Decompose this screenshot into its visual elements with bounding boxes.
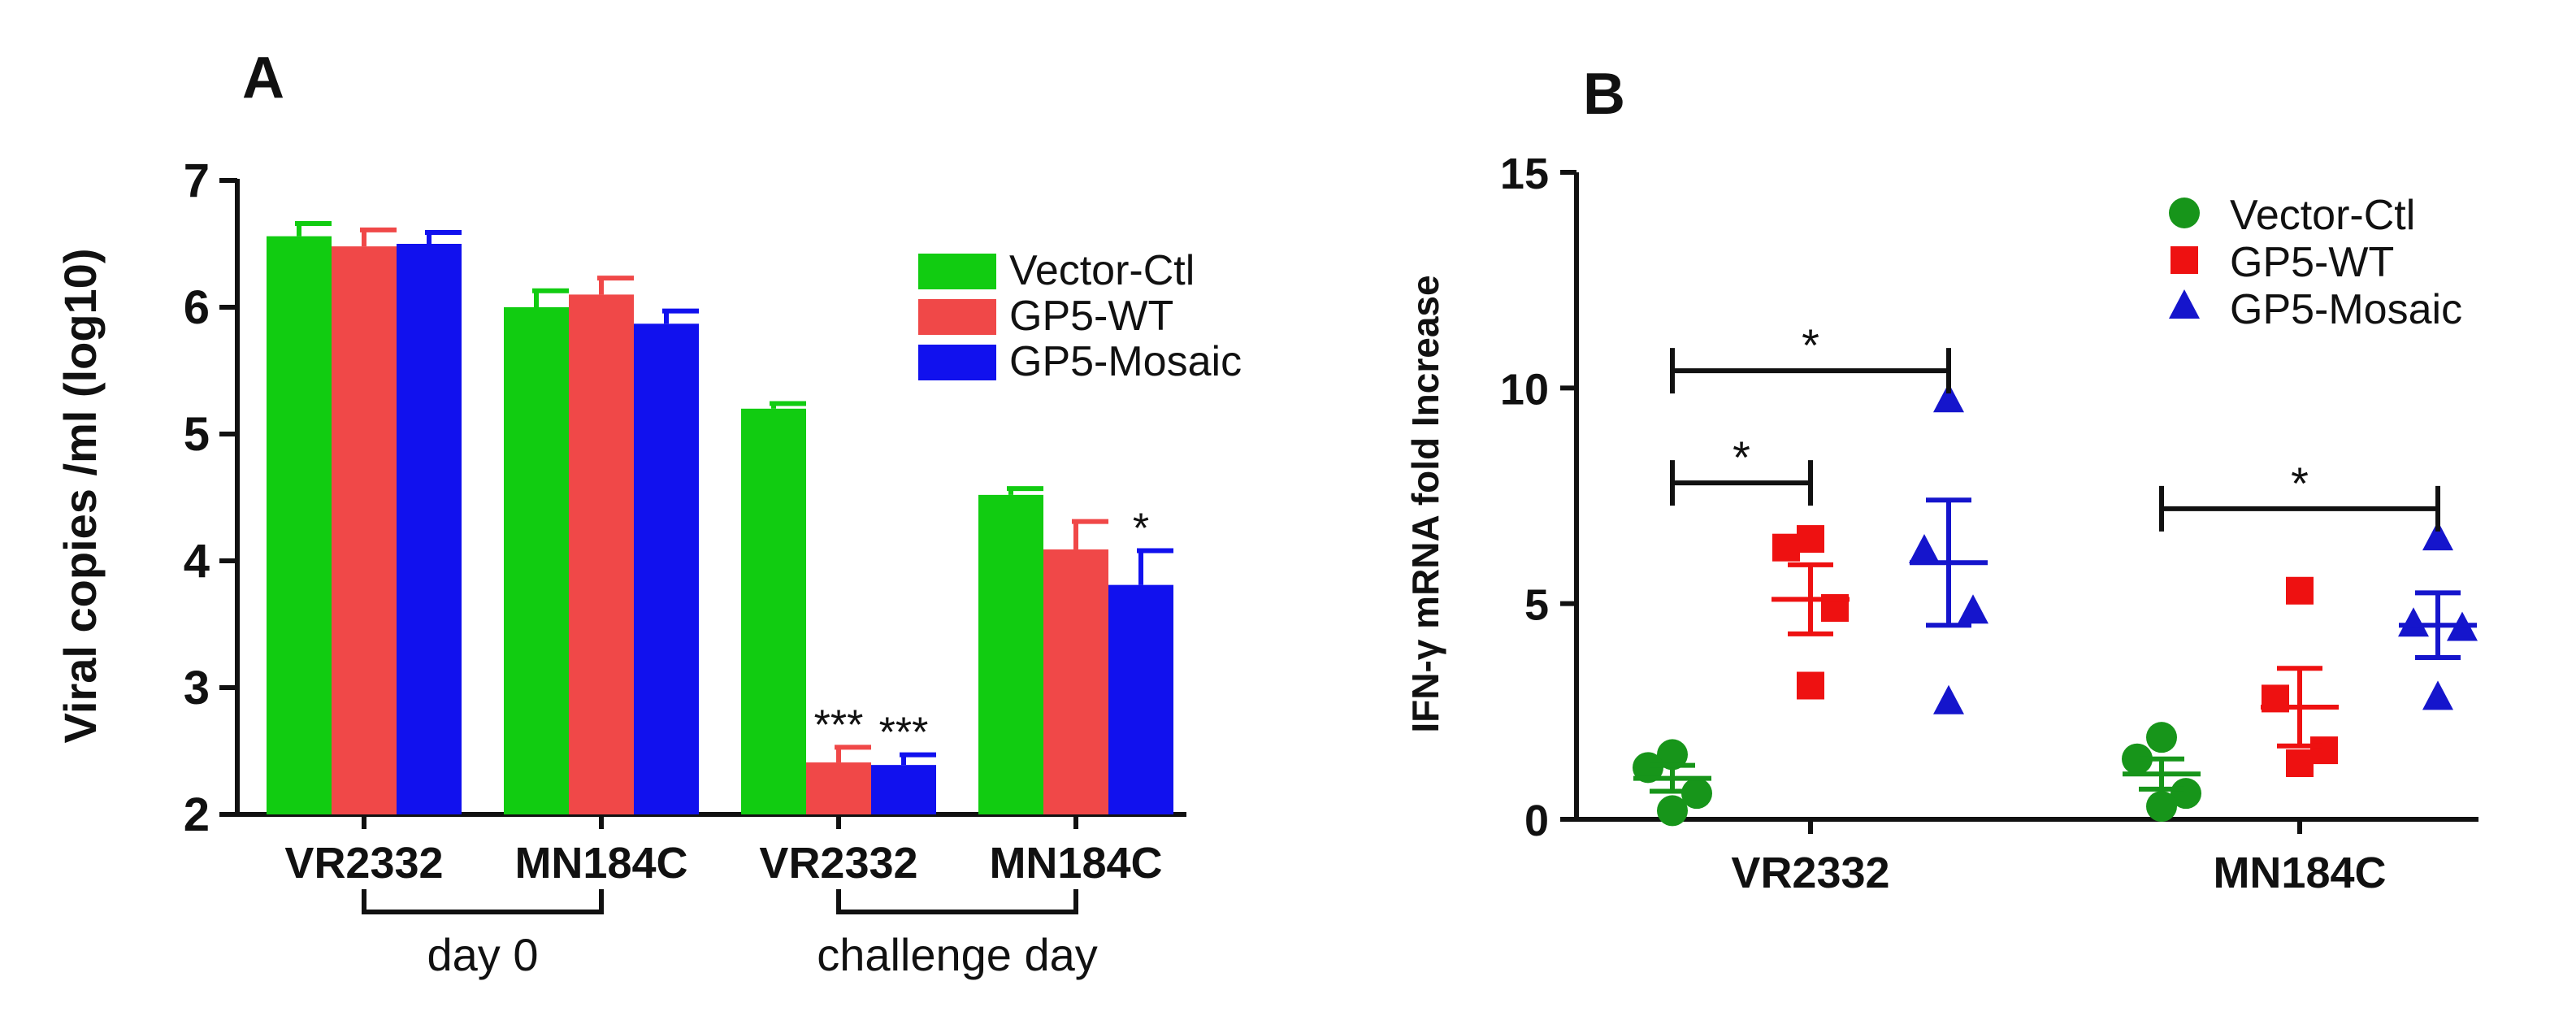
bar-gp5-wt xyxy=(806,762,871,814)
bar-gp5-wt xyxy=(332,246,397,814)
significance-mark: * xyxy=(1733,432,1750,483)
y-tick-label: 0 xyxy=(1524,797,1549,845)
point-vector-ctl xyxy=(1633,752,1663,784)
legend-label: GP5-WT xyxy=(2230,239,2394,286)
x-tick-label: VR2332 xyxy=(1731,849,1889,897)
point-vector-ctl xyxy=(2171,778,2201,810)
significance-bracket xyxy=(2159,485,2440,532)
bar-gp5-mosaic xyxy=(397,244,462,814)
point-gp5-wt xyxy=(2286,576,2314,605)
panel-b-y-axis-label: IFN-γ mRNA fold Increase xyxy=(1404,275,1446,732)
significance-mark: *** xyxy=(879,710,929,757)
legend-swatch-vector-ctl xyxy=(918,254,996,289)
point-gp5-wt xyxy=(1772,533,1800,562)
significance-mark: * xyxy=(2291,458,2309,509)
legend-swatch-gp5-wt xyxy=(918,299,996,335)
panel-a-axes: 2 3 4 5 6 7 VR2332 MN184C VR2332 MN184C xyxy=(184,154,1186,888)
point-gp5-mosaic xyxy=(1909,533,1940,563)
bar-gp5-wt xyxy=(569,294,634,814)
point-gp5-mosaic xyxy=(2422,680,2453,710)
bar-gp5-mosaic xyxy=(871,765,936,814)
y-tick-label: 10 xyxy=(1500,365,1549,414)
bar-gp5-mosaic xyxy=(1108,584,1173,814)
x-tick-label: MN184C xyxy=(2213,849,2386,897)
panel-b: B IFN-γ mRNA fold Increase 0 5 10 15 VR2332 M… xyxy=(1404,62,2478,897)
y-tick-label: 4 xyxy=(184,535,210,588)
panel-b-axes: 0 5 10 15 VR2332 MN184C xyxy=(1500,150,2478,897)
point-gp5-wt xyxy=(1797,525,1824,554)
significance-bracket xyxy=(1670,460,1813,506)
legend-marker-gp5-mosaic xyxy=(2169,289,2200,319)
legend-label: Vector-Ctl xyxy=(2230,192,2415,239)
legend-label: Vector-Ctl xyxy=(1009,247,1195,294)
panel-b-label: B xyxy=(1583,62,1625,127)
x-tick-label: MN184C xyxy=(514,839,687,888)
bar-gp5-wt xyxy=(1043,549,1108,814)
x-tick-label: VR2332 xyxy=(759,839,917,888)
significance-mark: *** xyxy=(814,701,864,749)
point-vector-ctl xyxy=(2146,722,2177,753)
point-gp5-mosaic xyxy=(1933,684,1964,714)
group-label: challenge day xyxy=(817,929,1098,980)
point-vector-ctl xyxy=(1681,778,1712,810)
group-label: day 0 xyxy=(427,929,539,980)
point-gp5-wt xyxy=(2286,749,2314,778)
significance-bracket xyxy=(1670,348,1951,394)
y-tick-label: 5 xyxy=(184,408,210,461)
point-gp5-mosaic xyxy=(1933,383,1964,413)
y-tick-label: 6 xyxy=(184,281,210,334)
point-gp5-mosaic xyxy=(1958,594,1988,624)
legend-label: GP5-Mosaic xyxy=(2230,286,2462,333)
bar-vector-ctl xyxy=(504,307,569,814)
x-tick-label: MN184C xyxy=(989,839,1162,888)
significance-mark: * xyxy=(1133,506,1149,553)
y-tick-label: 2 xyxy=(184,788,210,841)
legend-swatch-gp5-mosaic xyxy=(918,345,996,380)
point-gp5-wt xyxy=(1797,671,1824,700)
panel-b-significance: * * * xyxy=(1670,319,2440,532)
panel-a-group-brackets: day 0 challenge day xyxy=(362,889,1098,980)
legend-label: GP5-Mosaic xyxy=(1009,338,1242,385)
point-gp5-wt xyxy=(2310,736,2338,765)
y-tick-label: 3 xyxy=(184,662,210,714)
significance-mark: * xyxy=(1802,319,1819,371)
bar-gp5-mosaic xyxy=(634,323,699,814)
point-vector-ctl xyxy=(1657,795,1688,827)
legend-label: GP5-WT xyxy=(1009,293,1173,340)
point-vector-ctl xyxy=(2146,791,2177,823)
group-bracket xyxy=(836,889,1078,914)
bar-vector-ctl xyxy=(741,408,806,814)
panel-a-y-axis-label: Viral copies /ml (log10) xyxy=(54,249,106,744)
point-gp5-mosaic xyxy=(2422,521,2453,551)
bar-vector-ctl xyxy=(267,236,332,814)
legend-marker-vector-ctl xyxy=(2169,198,2200,228)
y-tick-label: 15 xyxy=(1500,150,1549,198)
point-vector-ctl xyxy=(1657,739,1688,771)
panel-a-label: A xyxy=(242,46,284,111)
point-vector-ctl xyxy=(2122,743,2153,775)
x-tick-label: VR2332 xyxy=(284,839,443,888)
panel-a-bars: *** **** xyxy=(267,221,1173,814)
legend-marker-gp5-wt xyxy=(2171,246,2198,274)
bar-vector-ctl xyxy=(978,494,1043,814)
group-bracket xyxy=(362,889,604,914)
panel-a: A Viral copies /ml (log10) 2 3 4 5 6 7 VR2332 M… xyxy=(54,46,1242,980)
point-gp5-mosaic xyxy=(2398,607,2429,637)
y-tick-label: 5 xyxy=(1524,581,1549,630)
y-tick-label: 7 xyxy=(184,154,210,207)
panel-b-points xyxy=(1633,383,2478,827)
